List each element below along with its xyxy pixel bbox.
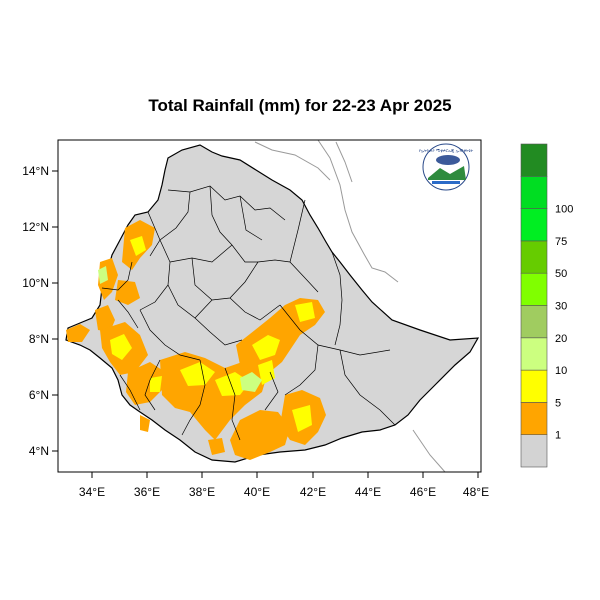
legend-label: 5 (555, 397, 561, 409)
x-tick-label: 48°E (463, 485, 489, 499)
legend-label: 1 (555, 430, 561, 442)
legend-label: 20 (555, 333, 567, 345)
legend-swatch (520, 143, 548, 177)
legend-label: 30 (555, 301, 567, 313)
y-axis (52, 170, 58, 452)
neighbor-borders (254, 139, 446, 473)
legend-label: 100 (555, 204, 573, 216)
x-tick-label: 40°E (244, 485, 270, 499)
x-tick-label: 46°E (410, 485, 436, 499)
x-tick-label: 38°E (189, 485, 215, 499)
zone-boundaries (101, 185, 396, 441)
legend-swatch (520, 272, 548, 306)
y-tick-label: 12°N (22, 220, 49, 234)
y-tick-label: 6°N (29, 388, 49, 402)
landscape-icon (428, 166, 466, 180)
y-tick-label: 10°N (22, 276, 49, 290)
x-tick-label: 44°E (355, 485, 381, 499)
legend-label: 75 (555, 236, 567, 248)
plot-frame (57, 139, 482, 473)
y-tick-label: 4°N (29, 444, 49, 458)
legend-swatch (520, 240, 548, 274)
legend-swatch (520, 337, 548, 371)
legend-label: 10 (555, 365, 567, 377)
legend-swatch (520, 369, 548, 403)
legend-label: 50 (555, 268, 567, 280)
legend-swatch (520, 176, 548, 209)
legend: 1 5 10 20 30 50 75 100 (520, 143, 573, 468)
logo-text: የኢትዮጵያ ሚቲዎሮሎጂ ኢንስቲትዩት (419, 148, 474, 153)
legend-swatch (520, 305, 548, 339)
legend-swatch (520, 208, 548, 242)
x-tick-label: 34°E (79, 485, 105, 499)
water-icon (432, 181, 460, 184)
cloud-icon (436, 155, 460, 165)
x-axis (91, 472, 479, 478)
rainfall-5-10mm (110, 236, 315, 432)
legend-swatch (520, 402, 548, 435)
rainfall-10-20mm (98, 266, 262, 392)
map-title: Total Rainfall (mm) for 22-23 Apr 2025 (148, 96, 452, 115)
x-tick-labels: 34°E 36°E 38°E 40°E 42°E 44°E 46°E 48°E (79, 485, 489, 499)
legend-swatch (520, 434, 548, 468)
x-tick-label: 42°E (300, 485, 326, 499)
x-tick-label: 36°E (134, 485, 160, 499)
y-tick-label: 14°N (22, 164, 49, 178)
ethiopian-meteorology-institute-logo: የኢትዮጵያ ሚቲዎሮሎጂ ኢንስቲትዩት (419, 143, 474, 191)
y-tick-label: 8°N (29, 332, 49, 346)
y-tick-labels: 14°N 12°N 10°N 8°N 6°N 4°N (22, 164, 49, 458)
